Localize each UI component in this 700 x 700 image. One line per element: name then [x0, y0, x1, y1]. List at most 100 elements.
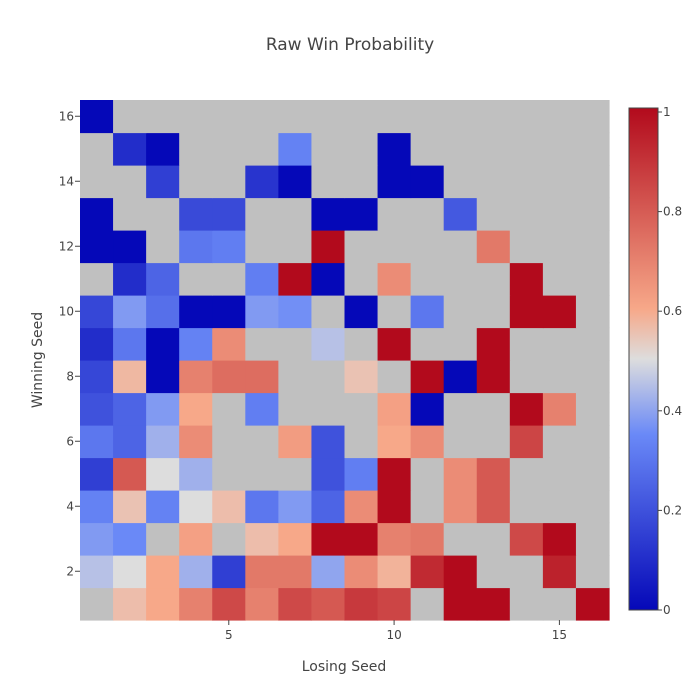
heatmap-cell	[179, 100, 213, 134]
heatmap-cell	[113, 165, 147, 199]
heatmap-cell	[212, 587, 246, 621]
heatmap-cell	[245, 165, 279, 199]
heatmap-cell	[212, 295, 246, 329]
heatmap-cell	[311, 100, 346, 134]
heatmap-cell	[113, 360, 147, 394]
heatmap-cell	[245, 457, 279, 491]
heatmap-cell	[179, 490, 213, 524]
heatmap-cell	[311, 425, 346, 459]
heatmap-cell	[476, 327, 511, 361]
heatmap-cell	[278, 587, 313, 621]
heatmap-cell	[344, 392, 379, 426]
x-tick-label: 15	[552, 628, 567, 642]
heatmap-cell	[212, 197, 246, 231]
heatmap-cell	[80, 490, 114, 524]
heatmap-cell	[113, 490, 147, 524]
heatmap-cell	[377, 165, 412, 199]
heatmap-cell	[575, 132, 610, 166]
heatmap-cell	[377, 262, 412, 296]
heatmap-cell	[146, 327, 180, 361]
heatmap-cell	[113, 262, 147, 296]
heatmap-cell	[245, 392, 279, 426]
heatmap-cell	[278, 490, 313, 524]
heatmap-cell	[245, 490, 279, 524]
heatmap-cell	[410, 295, 445, 329]
heatmap-cell	[410, 360, 445, 394]
heatmap-cell	[542, 165, 577, 199]
heatmap-cell	[212, 262, 246, 296]
y-tick-label: 16	[59, 109, 74, 123]
heatmap-cell	[575, 490, 610, 524]
heatmap-cell	[278, 165, 313, 199]
heatmap-cell	[80, 360, 114, 394]
heatmap-cell	[575, 587, 610, 621]
heatmap-cell	[80, 457, 114, 491]
heatmap-cell	[278, 555, 313, 589]
heatmap-cell	[80, 295, 114, 329]
heatmap-cell	[245, 197, 279, 231]
heatmap-cell	[476, 392, 511, 426]
heatmap-cell	[509, 555, 544, 589]
heatmap-cell	[113, 295, 147, 329]
y-tick-label: 2	[66, 564, 74, 578]
heatmap-cell	[443, 490, 478, 524]
heatmap-cell	[179, 295, 213, 329]
heatmap-cell	[278, 230, 313, 264]
heatmap-cell	[509, 392, 544, 426]
heatmap-cell	[113, 327, 147, 361]
heatmap-cell	[509, 262, 544, 296]
heatmap-cell	[377, 132, 412, 166]
heatmap-cell	[146, 262, 180, 296]
heatmap-cell	[476, 555, 511, 589]
heatmap-cell	[542, 327, 577, 361]
colorbar-tick-label: 0	[663, 603, 671, 617]
y-axis-title: Winning Seed	[30, 312, 46, 408]
heatmap-cell	[377, 490, 412, 524]
colorbar-tick-label: 0.2	[663, 503, 682, 517]
heatmap-cell	[344, 587, 379, 621]
heatmap-cell	[245, 522, 279, 556]
heatmap-cell	[278, 197, 313, 231]
heatmap-cell	[245, 230, 279, 264]
heatmap-cell	[344, 165, 379, 199]
heatmap-cell	[212, 230, 246, 264]
heatmap-cell	[113, 132, 147, 166]
heatmap-cell	[278, 262, 313, 296]
heatmap-cell	[410, 555, 445, 589]
heatmap-cell	[344, 230, 379, 264]
heatmap-cell	[311, 457, 346, 491]
heatmap-cell	[476, 490, 511, 524]
heatmap-cell	[146, 522, 180, 556]
heatmap-cell	[113, 587, 147, 621]
heatmap-cell	[575, 197, 610, 231]
heatmap-cell	[245, 425, 279, 459]
heatmap-cell	[443, 587, 478, 621]
heatmap-cell	[278, 327, 313, 361]
heatmap-cell	[311, 522, 346, 556]
heatmap-cell	[179, 165, 213, 199]
heatmap-cell	[344, 360, 379, 394]
heatmap-cell	[575, 295, 610, 329]
heatmap-cell	[575, 230, 610, 264]
heatmap-cell	[344, 295, 379, 329]
heatmap-cell	[575, 555, 610, 589]
heatmap-cell	[113, 392, 147, 426]
heatmap-cell	[443, 100, 478, 134]
heatmap-cell	[245, 360, 279, 394]
heatmap-cell	[476, 132, 511, 166]
heatmap-cell	[344, 100, 379, 134]
heatmap-cell	[179, 327, 213, 361]
heatmap-cell	[245, 555, 279, 589]
heatmap-cell	[278, 425, 313, 459]
heatmap-cell	[344, 132, 379, 166]
heatmap-cell	[344, 425, 379, 459]
colorbar-tick-label: 1	[663, 105, 671, 119]
y-axis-ticks: 2 4 6 8 10 12 14 16	[59, 109, 80, 578]
heatmap-cell	[476, 295, 511, 329]
heatmap-cell	[443, 522, 478, 556]
heatmap-cell	[212, 360, 246, 394]
x-axis-title: Losing Seed	[302, 659, 387, 675]
heatmap-cell	[179, 230, 213, 264]
heatmap-cell	[575, 457, 610, 491]
